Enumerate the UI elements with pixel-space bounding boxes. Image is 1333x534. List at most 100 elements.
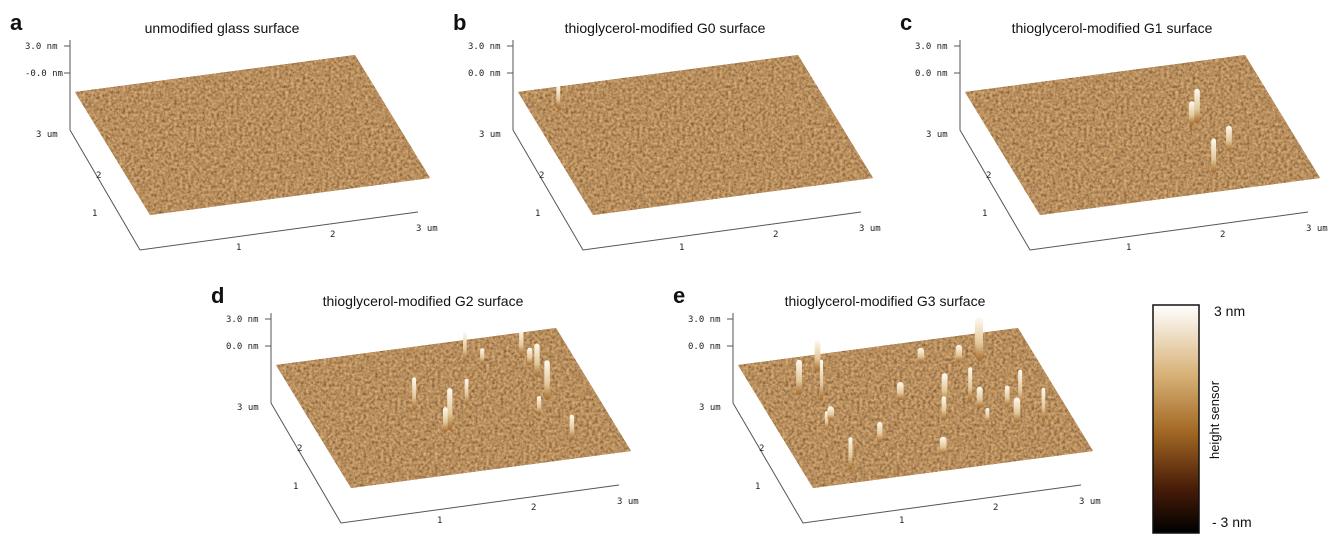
surface-spike — [1013, 397, 1021, 423]
surface-spike — [442, 407, 448, 433]
x-tick-label: 2 — [330, 230, 335, 240]
panel-letter: a — [10, 10, 23, 35]
surface-spike — [814, 340, 821, 372]
surface-spike — [848, 437, 853, 470]
x-max-label: 3 um — [859, 224, 881, 234]
axis-frame — [512, 40, 862, 251]
afm-panel: b thioglycerol-modified G0 surface 3.0 nm 0… — [453, 10, 881, 253]
z-zero-label: 0.0 nm — [468, 69, 501, 79]
panel-letter: c — [900, 10, 912, 35]
panel-title: thioglycerol-modified G1 surface — [1012, 20, 1213, 36]
panel-letter: e — [673, 283, 685, 308]
afm-panel: e thioglycerol-modified G3 surface 3.0 nm 0… — [673, 283, 1101, 526]
surface-spike — [556, 85, 561, 109]
surface-spike — [819, 359, 824, 401]
panel-title: thioglycerol-modified G2 surface — [323, 293, 524, 309]
surface-spike — [968, 367, 973, 402]
axis-frame — [732, 313, 1082, 524]
surface-spike — [941, 396, 947, 421]
x-max-label: 3 um — [617, 497, 639, 507]
surface-spike — [447, 388, 453, 431]
colorbar: 3 nm - 3 nm height sensor — [1152, 303, 1252, 534]
y-tick-label: 2 — [297, 444, 302, 454]
z-top-label: 3.0 nm — [915, 42, 948, 52]
surface-spike — [463, 331, 467, 362]
surface-spike — [464, 378, 469, 406]
colorbar-label: height sensor — [1207, 380, 1222, 459]
surface-spike — [877, 421, 883, 443]
surface-spike — [896, 381, 904, 401]
surface-spike — [519, 330, 524, 356]
surface-spike — [976, 317, 984, 362]
surface-spike — [412, 377, 417, 410]
surface-spike — [1041, 387, 1046, 421]
z-zero-label: 0.0 nm — [226, 342, 259, 352]
x-max-label: 3 um — [416, 224, 438, 234]
y-tick-label: 1 — [755, 482, 760, 492]
surface-spike — [569, 414, 575, 440]
y-tick-label: 1 — [982, 209, 987, 219]
surface-spike — [536, 395, 542, 415]
z-zero-label: 0.0 nm — [688, 342, 721, 352]
surface-spike — [1194, 88, 1200, 124]
z-top-label: 3.0 nm — [226, 315, 259, 325]
y-tick-label: 2 — [986, 171, 991, 181]
colorbar-bottom: - 3 nm — [1212, 514, 1252, 530]
y-tick-label: 1 — [293, 482, 298, 492]
y-tick-label: 1 — [92, 209, 97, 219]
z-zero-label: 0.0 nm — [915, 69, 948, 79]
panel-title: unmodified glass surface — [145, 20, 300, 36]
panel-letter: b — [453, 10, 466, 35]
surface-spike — [941, 373, 948, 403]
y-max-label: 3 um — [479, 130, 501, 140]
axis-frame — [69, 40, 419, 251]
surface-texture — [276, 328, 631, 488]
z-top-label: 3.0 nm — [25, 42, 58, 52]
panel-title: thioglycerol-modified G0 surface — [565, 20, 766, 36]
afm-panel: c thioglycerol-modified G1 surface 3.0 nm 0… — [900, 10, 1328, 253]
surface-spike — [1018, 369, 1023, 406]
x-tick-label: 2 — [1220, 230, 1225, 240]
y-tick-label: 2 — [539, 171, 544, 181]
axis-frame — [270, 313, 620, 524]
surface-spike — [985, 408, 990, 423]
x-tick-label: 1 — [1126, 243, 1131, 253]
afm-panel: a unmodified glass surface 3.0 nm -0.0 nm 3 … — [10, 10, 438, 253]
surface-texture — [75, 55, 430, 215]
surface-spike — [976, 386, 983, 409]
surface-texture — [738, 328, 1093, 488]
z-zero-label: -0.0 nm — [25, 69, 63, 79]
surface-spike — [1211, 138, 1217, 174]
panel-letter: d — [211, 283, 224, 308]
y-tick-label: 2 — [759, 444, 764, 454]
y-max-label: 3 um — [36, 130, 58, 140]
x-tick-label: 1 — [679, 243, 684, 253]
surface-spike — [955, 344, 963, 363]
surface-spike — [544, 360, 550, 401]
x-max-label: 3 um — [1306, 224, 1328, 234]
surface-spike — [1226, 125, 1232, 152]
surface-spike — [1004, 385, 1010, 407]
axis-frame — [959, 40, 1309, 251]
surface-spike — [824, 411, 829, 430]
x-max-label: 3 um — [1079, 497, 1101, 507]
x-tick-label: 1 — [437, 516, 442, 526]
z-top-label: 3.0 nm — [688, 315, 721, 325]
surface-spike — [796, 359, 802, 395]
x-tick-label: 2 — [773, 230, 778, 240]
x-tick-label: 1 — [236, 243, 241, 253]
panel-title: thioglycerol-modified G3 surface — [785, 293, 986, 309]
x-tick-label: 2 — [531, 503, 536, 513]
surface-spike — [534, 343, 540, 377]
surface-spike — [939, 436, 947, 455]
colorbar-scale — [1152, 304, 1200, 534]
y-tick-label: 2 — [96, 171, 101, 181]
y-max-label: 3 um — [926, 130, 948, 140]
x-tick-label: 1 — [899, 516, 904, 526]
y-max-label: 3 um — [699, 403, 721, 413]
surface-spike — [917, 347, 925, 363]
surface-spike — [527, 347, 533, 366]
surface-texture — [965, 55, 1320, 215]
surface-spike — [827, 406, 834, 421]
